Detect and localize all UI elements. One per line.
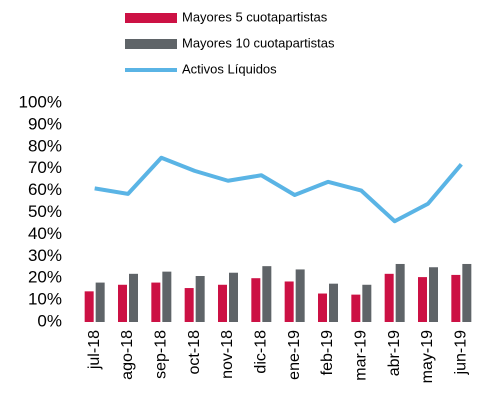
y-tick-label: 40%	[28, 224, 62, 243]
legend-swatch	[125, 13, 177, 23]
bar	[418, 277, 427, 322]
bar	[184, 288, 194, 322]
x-tick-label: jul-18	[86, 330, 103, 370]
bar	[262, 266, 272, 322]
y-tick-label: 100%	[19, 92, 62, 111]
y-tick-label: 10%	[28, 290, 62, 309]
bar	[295, 269, 305, 322]
bar	[251, 278, 261, 322]
y-tick-label: 60%	[28, 180, 62, 199]
bar	[118, 284, 127, 322]
bar	[218, 284, 227, 322]
bar	[95, 282, 105, 322]
y-tick-label: 70%	[28, 158, 62, 177]
bar	[395, 263, 405, 322]
y-tick-label: 90%	[28, 114, 62, 133]
bar	[84, 291, 94, 322]
bar	[151, 282, 161, 322]
x-tick-label: ago-18	[119, 330, 136, 380]
x-tick-label: sep-18	[153, 330, 170, 379]
x-tick-label: dic-18	[253, 330, 270, 374]
y-tick-label: 80%	[28, 136, 62, 155]
x-tick-label: nov-18	[219, 330, 236, 379]
legend-swatch	[125, 39, 177, 49]
legend-label: Activos Líquidos	[182, 61, 277, 76]
bar	[429, 267, 438, 322]
x-tick-label: feb-19	[319, 330, 336, 375]
legend-label: Mayores 10 cuotapartistas	[182, 35, 335, 50]
x-tick-label: may-19	[419, 330, 436, 383]
bar	[362, 284, 372, 322]
line	[94, 155, 463, 224]
bar	[318, 293, 327, 322]
bar	[351, 294, 361, 322]
bar	[195, 276, 205, 322]
bar	[384, 273, 394, 322]
x-tick-label: abr-19	[386, 330, 403, 376]
bar	[284, 281, 294, 322]
legend-label: Mayores 5 cuotapartistas	[182, 9, 328, 24]
y-tick-label: 20%	[28, 268, 62, 287]
bar	[229, 272, 238, 322]
y-tick-label: 50%	[28, 202, 62, 221]
y-tick-label: 0%	[37, 311, 62, 330]
x-tick-label: mar-19	[353, 330, 370, 381]
y-tick-label: 30%	[28, 246, 62, 265]
bar	[162, 271, 172, 322]
x-tick-label: ene-19	[286, 330, 303, 380]
bar	[329, 283, 338, 322]
bar	[129, 273, 138, 322]
bar	[451, 274, 461, 322]
x-tick-label: oct-18	[186, 330, 203, 375]
bar	[462, 263, 472, 322]
x-tick-label: jun-19	[453, 330, 470, 376]
